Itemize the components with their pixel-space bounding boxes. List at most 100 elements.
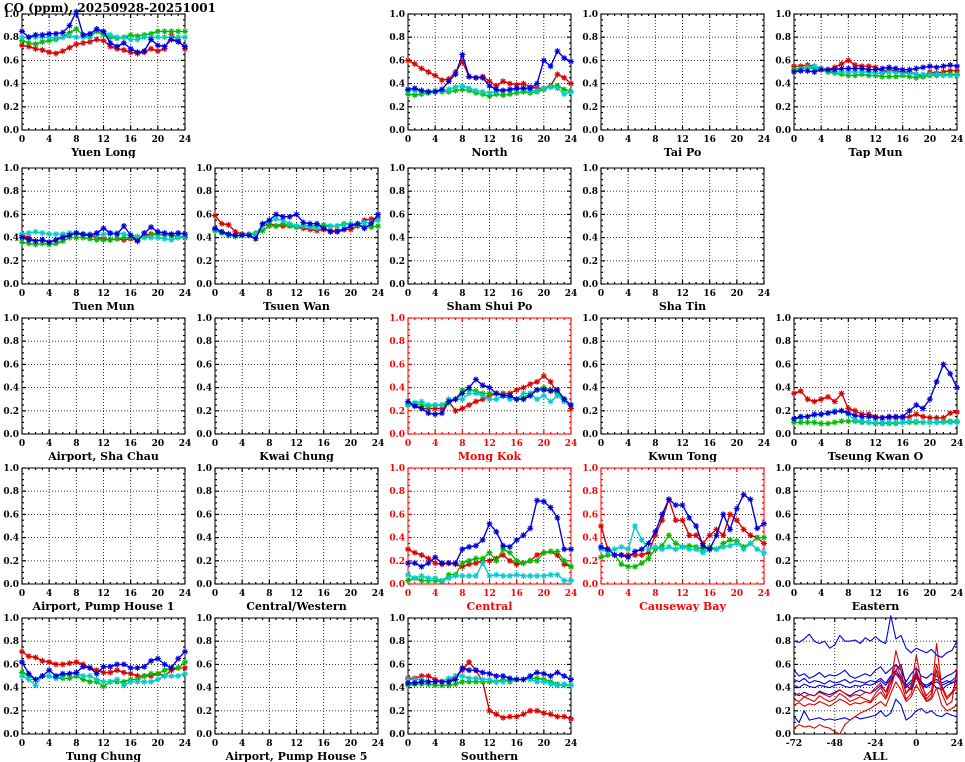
svg-text:0.2: 0.2 [775, 557, 791, 567]
svg-text:4: 4 [818, 589, 824, 599]
svg-text:0.8: 0.8 [582, 337, 598, 347]
svg-text:0.8: 0.8 [196, 187, 212, 197]
svg-text:Tuen Mun: Tuen Mun [72, 300, 134, 312]
svg-text:0.6: 0.6 [3, 360, 19, 370]
svg-text:16: 16 [510, 739, 523, 749]
chart-svg-tung-chung: 0.0 0.2 0.4 0.6 0.8 1.0 0 4 8 12 16 20 24 Tung Chung [3, 614, 191, 762]
svg-text:0: 0 [405, 589, 411, 599]
svg-text:0.4: 0.4 [389, 234, 405, 244]
svg-text:0.2: 0.2 [3, 407, 19, 417]
svg-text:1.0: 1.0 [196, 314, 212, 324]
svg-text:16: 16 [510, 589, 523, 599]
svg-text:1.0: 1.0 [389, 614, 405, 624]
svg-text:0.4: 0.4 [389, 80, 405, 90]
svg-text:0.4: 0.4 [389, 384, 405, 394]
svg-text:0: 0 [212, 289, 218, 299]
svg-text:0.6: 0.6 [582, 510, 598, 520]
svg-text:0.4: 0.4 [3, 384, 19, 394]
svg-text:12: 12 [97, 439, 110, 449]
svg-text:8: 8 [266, 289, 272, 299]
svg-text:0.8: 0.8 [3, 187, 19, 197]
svg-text:0.0: 0.0 [196, 730, 212, 740]
svg-text:0: 0 [19, 739, 25, 749]
svg-text:12: 12 [290, 589, 303, 599]
svg-text:16: 16 [896, 589, 909, 599]
chart-svg-sham-shui-po: 0.0 0.2 0.4 0.6 0.8 1.0 0 4 8 12 16 20 24 Sham Shui P… [389, 164, 577, 312]
svg-text:24: 24 [565, 589, 578, 599]
svg-text:20: 20 [345, 289, 358, 299]
svg-text:Sha Tin: Sha Tin [659, 300, 706, 312]
svg-text:24: 24 [372, 589, 385, 599]
svg-text:16: 16 [703, 589, 716, 599]
svg-text:0.4: 0.4 [196, 384, 212, 394]
svg-text:24: 24 [951, 589, 964, 599]
svg-text:20: 20 [731, 289, 744, 299]
svg-text:8: 8 [459, 289, 465, 299]
svg-text:8: 8 [652, 589, 658, 599]
svg-text:4: 4 [46, 439, 52, 449]
svg-text:0.6: 0.6 [3, 56, 19, 66]
svg-text:0.6: 0.6 [389, 210, 405, 220]
svg-text:4: 4 [818, 439, 824, 449]
svg-text:0.4: 0.4 [196, 684, 212, 694]
svg-text:16: 16 [510, 439, 523, 449]
chart-kwai-chung: 0.0 0.2 0.4 0.6 0.8 1.0 0 4 8 12 16 20 24 Kwai Chung [191, 308, 388, 462]
svg-text:0.8: 0.8 [196, 637, 212, 647]
svg-text:20: 20 [538, 135, 551, 145]
svg-text:4: 4 [432, 289, 438, 299]
svg-text:Airport, Pump House 5: Airport, Pump House 5 [225, 750, 368, 762]
svg-text:8: 8 [459, 589, 465, 599]
svg-text:0.8: 0.8 [389, 337, 405, 347]
svg-text:8: 8 [652, 135, 658, 145]
svg-text:Tung Chung: Tung Chung [66, 750, 141, 762]
svg-text:0.0: 0.0 [582, 126, 598, 136]
svg-text:1.0: 1.0 [582, 164, 598, 174]
svg-text:0.2: 0.2 [582, 257, 598, 267]
chart-tap-mun: 0.0 0.2 0.4 0.6 0.8 1.0 0 4 8 12 16 20 24 Tap Mun [770, 4, 965, 158]
svg-text:0.2: 0.2 [196, 707, 212, 717]
svg-text:16: 16 [124, 589, 137, 599]
svg-text:Airport, Pump House 1: Airport, Pump House 1 [32, 600, 175, 612]
svg-text:4: 4 [625, 439, 631, 449]
chart-svg-tuen-mun: 0.0 0.2 0.4 0.6 0.8 1.0 0 4 8 12 16 20 24 Tuen Mun [3, 164, 191, 312]
chart-svg-mong-kok: 0.0 0.2 0.4 0.6 0.8 1.0 0 4 8 12 16 20 24 Mong Kok [389, 314, 577, 462]
svg-text:0.8: 0.8 [3, 637, 19, 647]
svg-text:12: 12 [676, 289, 689, 299]
svg-text:0.6: 0.6 [196, 660, 212, 670]
svg-text:1.0: 1.0 [389, 314, 405, 324]
svg-text:4: 4 [432, 439, 438, 449]
chart-svg-kwun-tong: 0.0 0.2 0.4 0.6 0.8 1.0 0 4 8 12 16 20 24 Kwun Tong [582, 314, 770, 462]
svg-text:-24: -24 [867, 739, 883, 749]
svg-text:12: 12 [290, 739, 303, 749]
svg-text:-72: -72 [786, 739, 802, 749]
svg-text:0: 0 [19, 439, 25, 449]
chart-central: 0.0 0.2 0.4 0.6 0.8 1.0 0 4 8 12 16 20 24 Central [384, 458, 581, 612]
svg-text:1.0: 1.0 [775, 614, 791, 624]
svg-text:0.6: 0.6 [3, 510, 19, 520]
svg-text:12: 12 [676, 589, 689, 599]
chart-airport-pump-house-5: 0.0 0.2 0.4 0.6 0.8 1.0 0 4 8 12 16 20 24 Airport, Pu… [191, 608, 388, 762]
svg-text:0.0: 0.0 [582, 580, 598, 590]
svg-text:12: 12 [97, 739, 110, 749]
svg-text:4: 4 [239, 289, 245, 299]
svg-text:0.4: 0.4 [775, 534, 791, 544]
svg-text:0.4: 0.4 [196, 534, 212, 544]
chart-svg-tap-mun: 0.0 0.2 0.4 0.6 0.8 1.0 0 4 8 12 16 20 24 Tap Mun [775, 10, 963, 158]
svg-text:1.0: 1.0 [3, 164, 19, 174]
svg-text:0.4: 0.4 [389, 534, 405, 544]
svg-text:24: 24 [565, 135, 578, 145]
svg-text:8: 8 [459, 739, 465, 749]
svg-text:20: 20 [731, 589, 744, 599]
svg-text:0: 0 [405, 739, 411, 749]
svg-text:0.8: 0.8 [389, 637, 405, 647]
svg-text:0.4: 0.4 [389, 684, 405, 694]
chart-eastern: 0.0 0.2 0.4 0.6 0.8 1.0 0 4 8 12 16 20 24 Eastern [770, 458, 965, 612]
svg-text:4: 4 [239, 739, 245, 749]
svg-text:8: 8 [459, 135, 465, 145]
svg-text:12: 12 [97, 135, 110, 145]
svg-text:20: 20 [731, 135, 744, 145]
svg-text:24: 24 [758, 135, 771, 145]
svg-text:0.4: 0.4 [3, 534, 19, 544]
svg-text:20: 20 [345, 589, 358, 599]
svg-text:8: 8 [845, 439, 851, 449]
